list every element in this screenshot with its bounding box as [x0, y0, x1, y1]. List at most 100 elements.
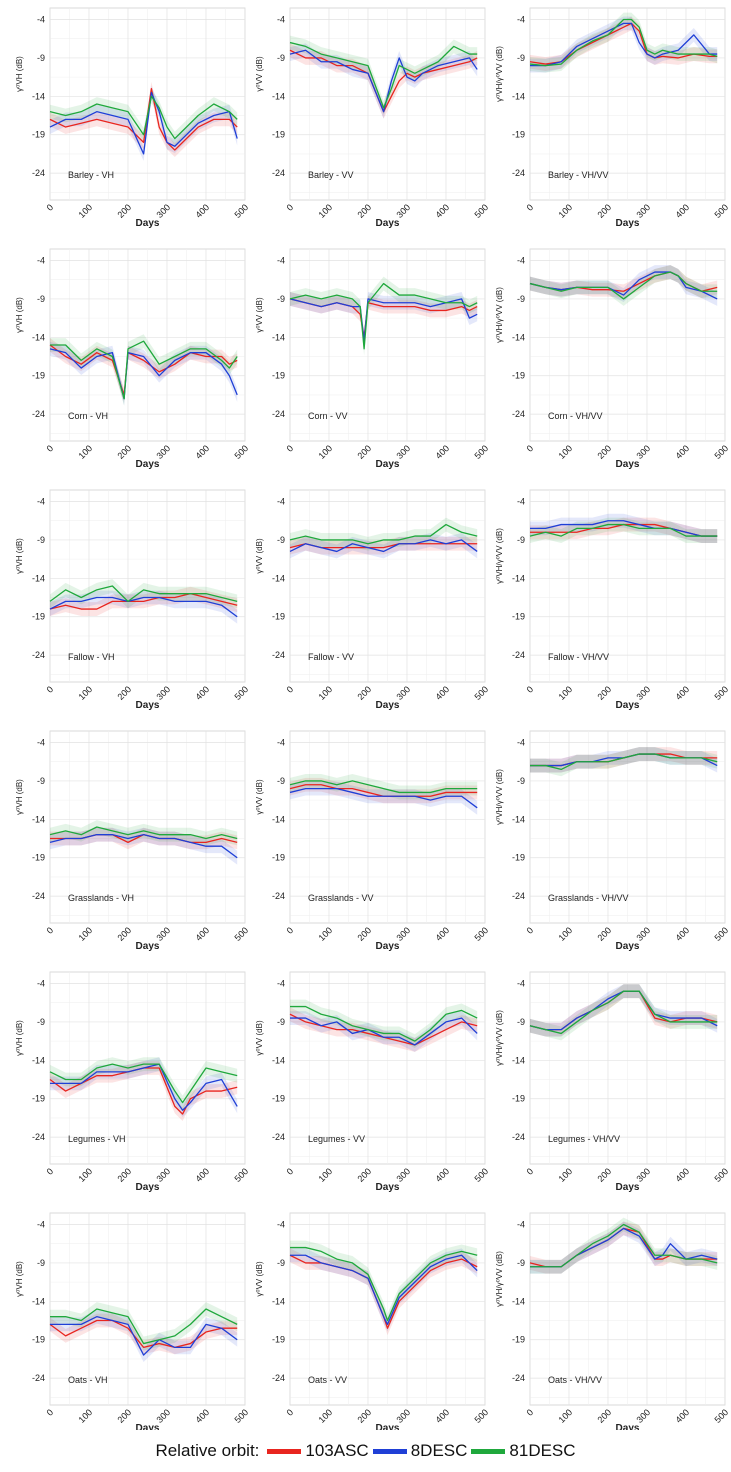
- x-tick-label: 200: [596, 1166, 614, 1184]
- y-tick-label: -14: [272, 1055, 285, 1065]
- x-tick-label: 200: [596, 443, 614, 461]
- band-8desc: [530, 984, 718, 1037]
- band-81desc: [530, 265, 718, 306]
- band-103asc: [290, 536, 478, 555]
- x-tick-label: 0: [525, 1166, 536, 1177]
- series-line-81desc: [290, 1246, 478, 1322]
- band-81desc: [290, 999, 478, 1049]
- y-tick-label: -9: [37, 776, 45, 786]
- series-line-81desc: [289, 780, 478, 794]
- series-line-81desc: [49, 585, 238, 603]
- x-tick-label: 0: [525, 925, 536, 936]
- x-tick-label: 500: [713, 443, 731, 461]
- x-tick-label: 100: [317, 925, 335, 943]
- y-tick-label: -24: [512, 1373, 525, 1383]
- panel-title: Fallow - VV: [308, 652, 354, 662]
- x-tick-label: 400: [674, 925, 692, 943]
- y-tick-label: -9: [517, 294, 525, 304]
- x-tick-label: 200: [356, 1407, 374, 1425]
- band-8desc: [530, 16, 718, 73]
- y-tick-label: -14: [272, 573, 285, 583]
- panel-corn-vh-vv: -4-9-14-19-240 100 200 300 400 500Daysγ⁰VH/γ⁰…: [495, 248, 731, 470]
- y-tick-label: -4: [277, 15, 285, 25]
- y-axis-label: γ⁰VH (dB): [15, 538, 24, 574]
- x-tick-label: 500: [473, 1407, 491, 1425]
- x-axis-label: Days: [136, 941, 160, 952]
- band-81desc: [530, 984, 718, 1041]
- x-tick-label: 200: [596, 202, 614, 220]
- x-tick-label: 100: [317, 1166, 335, 1184]
- y-tick-label: -24: [272, 650, 285, 660]
- band-8desc: [50, 341, 238, 406]
- y-axis-label: γ⁰VV (dB): [255, 779, 264, 815]
- y-tick-label: -14: [32, 332, 45, 342]
- panel-title: Legumes - VH/VV: [548, 1134, 620, 1144]
- x-tick-label: 0: [285, 925, 296, 936]
- panel-title: Grasslands - VH/VV: [548, 893, 629, 903]
- panel-title: Fallow - VH: [68, 652, 115, 662]
- x-tick-label: 400: [194, 684, 212, 702]
- legend-label-103asc: 103ASC: [305, 1441, 369, 1460]
- x-tick-label: 400: [434, 1407, 452, 1425]
- y-tick-label: -4: [37, 256, 45, 266]
- y-tick-label: -14: [272, 1296, 285, 1306]
- panel-grasslands-vh-vv: -4-9-14-19-240 100 200 300 400 500Daysγ⁰VH/γ⁰…: [495, 730, 730, 952]
- y-axis-label: γ⁰VV (dB): [255, 1261, 264, 1297]
- x-axis-label: Days: [616, 941, 640, 952]
- y-tick-label: -4: [37, 15, 45, 25]
- x-tick-label: 100: [77, 1166, 95, 1184]
- x-tick-label: 400: [434, 202, 452, 220]
- x-tick-label: 0: [285, 202, 296, 213]
- y-tick-label: -9: [37, 53, 45, 63]
- y-tick-label: -19: [512, 612, 525, 622]
- y-tick-label: -24: [272, 1373, 285, 1383]
- x-axis-label: Days: [136, 700, 160, 711]
- y-tick-label: -24: [32, 1373, 45, 1383]
- x-tick-label: 100: [557, 1166, 575, 1184]
- panel-title: Oats - VV: [308, 1375, 347, 1385]
- x-tick-label: 500: [233, 1166, 251, 1184]
- x-axis-label: Days: [376, 941, 400, 952]
- x-tick-label: 500: [713, 1166, 731, 1184]
- panel-title: Barley - VV: [308, 170, 354, 180]
- x-tick-label: 200: [116, 1166, 134, 1184]
- y-axis-label: γ⁰VH/γ⁰VV (dB): [495, 528, 504, 584]
- x-axis-label: Days: [376, 1423, 400, 1430]
- band-81desc: [50, 1302, 238, 1351]
- x-tick-label: 500: [473, 684, 491, 702]
- panel-title: Corn - VH: [68, 411, 108, 421]
- band-8desc: [290, 781, 478, 815]
- series-line-103asc: [529, 22, 718, 65]
- y-tick-label: -4: [517, 1220, 525, 1230]
- x-tick-label: 500: [473, 202, 491, 220]
- y-tick-label: -19: [272, 853, 285, 863]
- x-tick-label: 400: [674, 684, 692, 702]
- band-81desc: [290, 517, 478, 551]
- y-tick-label: -14: [512, 573, 525, 583]
- y-tick-label: -19: [32, 1335, 45, 1345]
- x-tick-label: 400: [194, 925, 212, 943]
- x-tick-label: 200: [596, 684, 614, 702]
- x-axis-label: Days: [616, 1423, 640, 1430]
- x-tick-label: 0: [285, 1407, 296, 1418]
- x-tick-label: 0: [525, 1407, 536, 1418]
- y-tick-label: -9: [277, 776, 285, 786]
- y-tick-label: -9: [37, 294, 45, 304]
- y-tick-label: -19: [32, 612, 45, 622]
- y-axis-label: γ⁰VH/γ⁰VV (dB): [495, 287, 504, 343]
- legend-swatch-81desc: [471, 1448, 506, 1454]
- y-tick-label: -14: [32, 814, 45, 824]
- y-tick-label: -24: [32, 891, 45, 901]
- y-tick-label: -24: [512, 891, 525, 901]
- panel-title: Barley - VH/VV: [548, 170, 609, 180]
- y-tick-label: -9: [37, 535, 45, 545]
- y-tick-label: -4: [517, 497, 525, 507]
- y-tick-label: -4: [277, 738, 285, 748]
- x-tick-label: 200: [356, 443, 374, 461]
- y-tick-label: -24: [32, 409, 45, 419]
- series-line-8desc: [289, 49, 478, 113]
